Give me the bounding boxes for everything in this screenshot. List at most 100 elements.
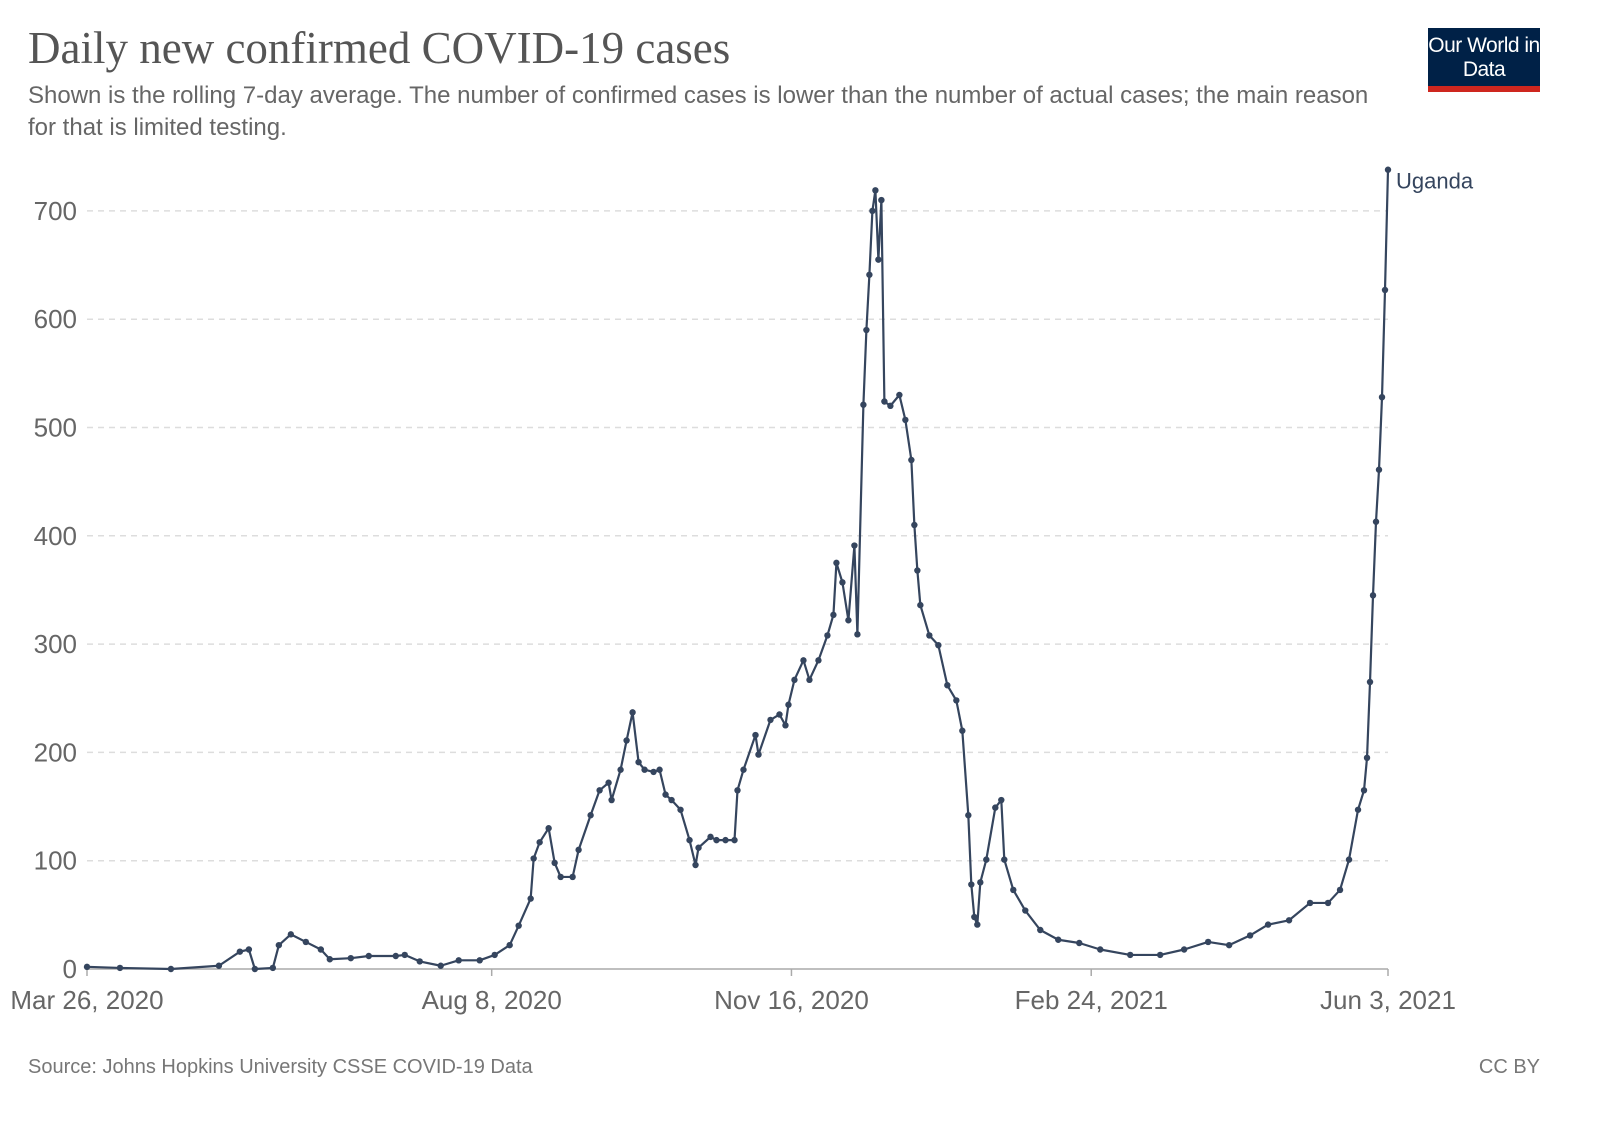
data-point	[1381, 286, 1389, 294]
data-point	[1354, 806, 1362, 813]
data-point	[1372, 518, 1380, 525]
data-point	[635, 758, 642, 766]
data-point	[245, 946, 253, 953]
y-tick-label: 200	[34, 737, 77, 767]
data-point	[815, 657, 822, 664]
series-line-uganda	[86, 169, 1390, 971]
y-tick-label: 400	[34, 521, 77, 551]
data-point	[656, 766, 663, 773]
data-point	[740, 766, 747, 773]
data-point	[1324, 899, 1332, 907]
data-point	[707, 833, 714, 841]
data-point	[1246, 932, 1254, 939]
y-tick-label: 600	[34, 304, 77, 334]
data-point	[1010, 886, 1017, 894]
data-point	[965, 812, 972, 819]
data-point	[215, 962, 223, 969]
data-point	[275, 941, 283, 949]
data-point	[326, 956, 334, 963]
data-point	[302, 938, 310, 946]
data-point	[845, 617, 852, 624]
series-label: Uganda	[1396, 169, 1474, 194]
data-point	[167, 965, 175, 973]
data-point	[896, 391, 903, 399]
data-point	[1378, 393, 1386, 401]
data-point	[347, 954, 354, 962]
data-point	[782, 722, 789, 729]
data-point	[650, 768, 657, 776]
data-point	[860, 401, 867, 408]
data-point	[785, 701, 792, 708]
source-note[interactable]: Source: Johns Hopkins University CSSE CO…	[28, 1056, 533, 1078]
y-tick-label: 700	[34, 196, 77, 226]
data-point	[1037, 926, 1044, 934]
data-point	[416, 958, 423, 965]
data-point	[1204, 938, 1212, 946]
data-point	[959, 727, 966, 734]
data-point	[668, 796, 675, 804]
data-point	[881, 398, 888, 405]
data-point	[506, 941, 513, 949]
data-point	[551, 859, 558, 867]
data-point	[1336, 886, 1344, 894]
data-point	[1126, 951, 1134, 959]
data-point	[1022, 907, 1029, 914]
data-point	[695, 844, 702, 851]
data-point	[908, 456, 915, 464]
data-point	[1264, 921, 1272, 928]
data-point	[944, 682, 951, 689]
license-link[interactable]: CC BY	[1478, 1056, 1540, 1078]
data-point	[1345, 856, 1353, 863]
data-point	[437, 962, 444, 969]
data-point	[830, 611, 837, 619]
data-point	[686, 836, 693, 844]
data-point	[926, 632, 933, 639]
data-point	[953, 697, 960, 704]
data-point	[1156, 951, 1164, 959]
data-point	[800, 657, 807, 664]
x-tick-label: Nov 16, 2020	[714, 985, 869, 1015]
data-point	[1225, 941, 1233, 949]
data-point	[557, 873, 564, 881]
data-point	[887, 402, 894, 410]
data-point	[401, 951, 408, 959]
data-point	[968, 881, 975, 888]
data-point	[1097, 946, 1104, 953]
data-point	[317, 946, 325, 953]
data-point	[116, 964, 124, 972]
data-point	[734, 787, 741, 794]
data-point	[854, 631, 861, 638]
data-point	[1001, 856, 1008, 863]
data-point	[917, 601, 924, 609]
data-point	[491, 951, 498, 959]
data-point	[641, 766, 648, 773]
data-point	[662, 791, 669, 798]
data-point	[752, 731, 759, 739]
data-point	[935, 641, 942, 649]
data-point	[623, 737, 630, 744]
y-tick-label: 100	[34, 846, 77, 876]
data-point	[722, 836, 729, 844]
data-point	[902, 416, 909, 424]
data-point	[767, 716, 774, 724]
data-point	[998, 796, 1005, 804]
data-point	[866, 271, 873, 278]
data-point	[983, 856, 990, 863]
data-point	[1360, 787, 1368, 794]
data-point	[833, 559, 840, 567]
owid-logo[interactable]: Our World in Data	[1428, 28, 1540, 92]
data-point	[911, 521, 918, 529]
data-point	[236, 948, 244, 955]
data-point	[755, 751, 762, 758]
data-point	[914, 567, 921, 574]
data-point	[596, 787, 603, 794]
data-point	[476, 957, 483, 964]
data-point	[824, 632, 831, 639]
data-point	[365, 952, 372, 960]
data-point	[1375, 466, 1383, 473]
data-point	[1076, 939, 1083, 947]
data-point	[713, 836, 720, 844]
data-point	[776, 711, 783, 718]
data-point	[992, 804, 999, 811]
y-tick-label: 500	[34, 413, 77, 443]
